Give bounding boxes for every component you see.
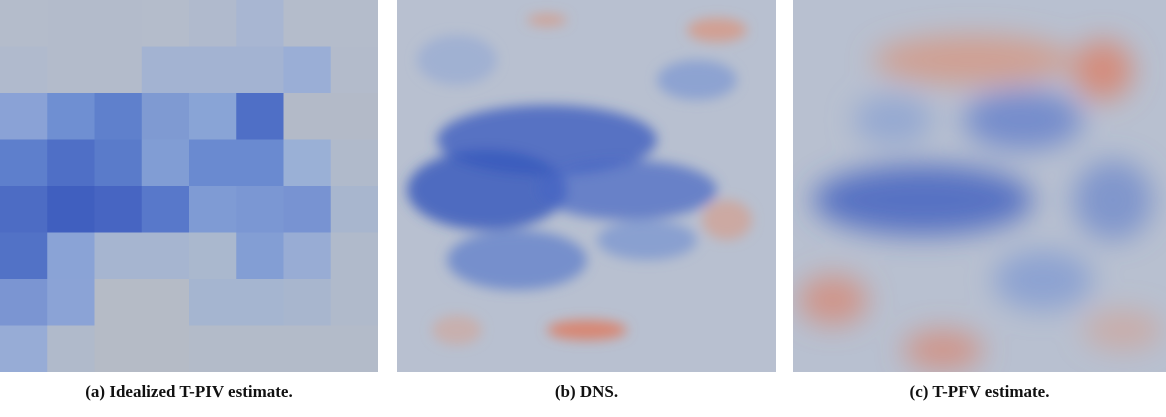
texture (432, 315, 482, 345)
texture (47, 233, 95, 280)
texture (284, 186, 332, 233)
texture (142, 326, 190, 373)
texture (236, 186, 284, 233)
texture (142, 140, 190, 187)
texture (47, 279, 95, 326)
texture (0, 47, 48, 94)
texture (189, 233, 237, 280)
texture (284, 140, 332, 187)
texture (1073, 160, 1153, 240)
caption: (b) DNS. (397, 382, 776, 402)
texture (142, 279, 190, 326)
texture (236, 93, 284, 140)
texture (236, 279, 284, 326)
texture (537, 160, 717, 220)
caption: (a) Idealized T-PIV estimate. (0, 382, 378, 402)
texture (0, 140, 48, 187)
texture (95, 47, 143, 94)
texture (47, 93, 95, 140)
texture (1083, 310, 1163, 350)
texture (95, 140, 143, 187)
texture (0, 233, 48, 280)
texture (284, 47, 332, 94)
texture (813, 165, 1033, 235)
texture (95, 279, 143, 326)
texture (657, 60, 737, 100)
texture (47, 140, 95, 187)
texture (331, 93, 378, 140)
texture (903, 330, 983, 370)
texture (0, 326, 48, 373)
dns-image (397, 0, 776, 372)
texture (142, 47, 190, 94)
texture (189, 93, 237, 140)
texture (142, 0, 190, 47)
texture (142, 233, 190, 280)
texture (798, 275, 868, 325)
texture (331, 47, 378, 94)
texture (547, 320, 627, 340)
texture (95, 186, 143, 233)
texture (0, 279, 48, 326)
texture (236, 326, 284, 373)
pfv-image (793, 0, 1166, 372)
texture (47, 326, 95, 373)
texture (331, 140, 378, 187)
texture (47, 186, 95, 233)
texture (95, 0, 143, 47)
texture (47, 47, 95, 94)
texture (853, 95, 933, 145)
texture (687, 18, 747, 42)
texture (189, 47, 237, 94)
texture (0, 186, 48, 233)
texture (284, 233, 332, 280)
texture (189, 279, 237, 326)
texture (0, 93, 48, 140)
texture (284, 0, 332, 47)
texture (236, 140, 284, 187)
texture (189, 326, 237, 373)
texture (331, 186, 378, 233)
texture (189, 0, 237, 47)
texture (597, 220, 697, 260)
texture (0, 0, 48, 47)
texture (873, 35, 1073, 85)
texture (47, 0, 95, 47)
texture (447, 230, 587, 290)
texture (963, 90, 1083, 150)
texture (236, 233, 284, 280)
texture (189, 140, 237, 187)
figure: (a) Idealized T-PIV estimate. (b) DNS. (… (0, 0, 1166, 417)
texture (331, 326, 378, 373)
texture (142, 186, 190, 233)
texture (95, 233, 143, 280)
texture (417, 35, 497, 85)
texture (993, 250, 1093, 310)
texture (527, 14, 567, 26)
texture (236, 47, 284, 94)
texture (95, 326, 143, 373)
texture (284, 326, 332, 373)
piv-image (0, 0, 378, 372)
texture (95, 93, 143, 140)
texture (284, 279, 332, 326)
texture (189, 186, 237, 233)
texture (331, 233, 378, 280)
texture (142, 93, 190, 140)
texture (236, 0, 284, 47)
texture (331, 0, 378, 47)
caption: (c) T-PFV estimate. (793, 382, 1166, 402)
texture (1073, 40, 1133, 100)
texture (284, 93, 332, 140)
texture (702, 200, 752, 240)
texture (331, 279, 378, 326)
